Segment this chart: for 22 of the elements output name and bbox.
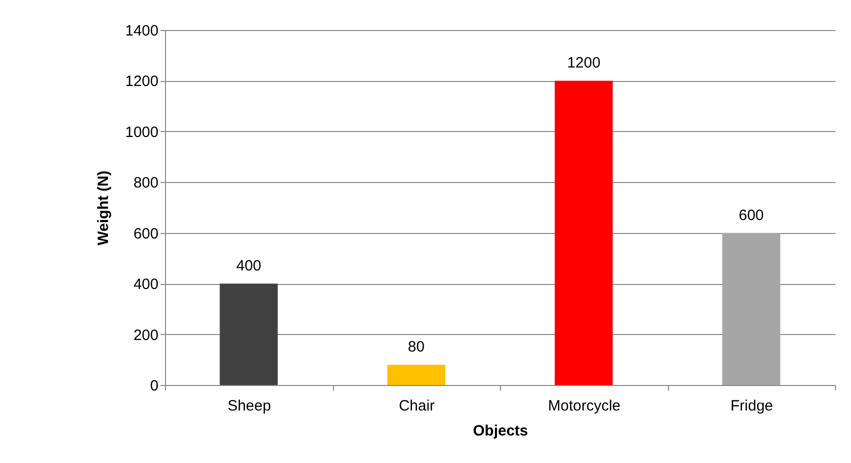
data-label: 80	[408, 338, 425, 356]
bar	[722, 232, 780, 385]
bar	[387, 364, 446, 385]
y-tick-label: 0	[150, 378, 158, 394]
x-axis-title: Objects	[472, 422, 528, 440]
y-axis-title: Weight (N)	[95, 170, 112, 246]
data-label: 1200	[567, 54, 600, 72]
y-tick-label: 200	[133, 326, 158, 344]
x-tick-label: Chair	[398, 398, 435, 414]
bar	[554, 80, 613, 385]
y-tick-label: 1400	[125, 22, 158, 40]
data-label: 400	[236, 258, 262, 275]
x-tick-label: Motorcycle	[548, 398, 621, 414]
y-tick-label: 800	[133, 174, 158, 192]
x-tick-label: Fridge	[730, 398, 774, 414]
y-tick-label: 1000	[125, 124, 158, 141]
x-tick-label: Sheep	[228, 398, 271, 414]
y-tick-label: 1200	[125, 73, 158, 90]
data-label: 600	[738, 206, 764, 224]
bar	[220, 284, 278, 385]
y-tick-label: 400	[133, 276, 158, 294]
y-tick-label: 600	[133, 225, 158, 242]
